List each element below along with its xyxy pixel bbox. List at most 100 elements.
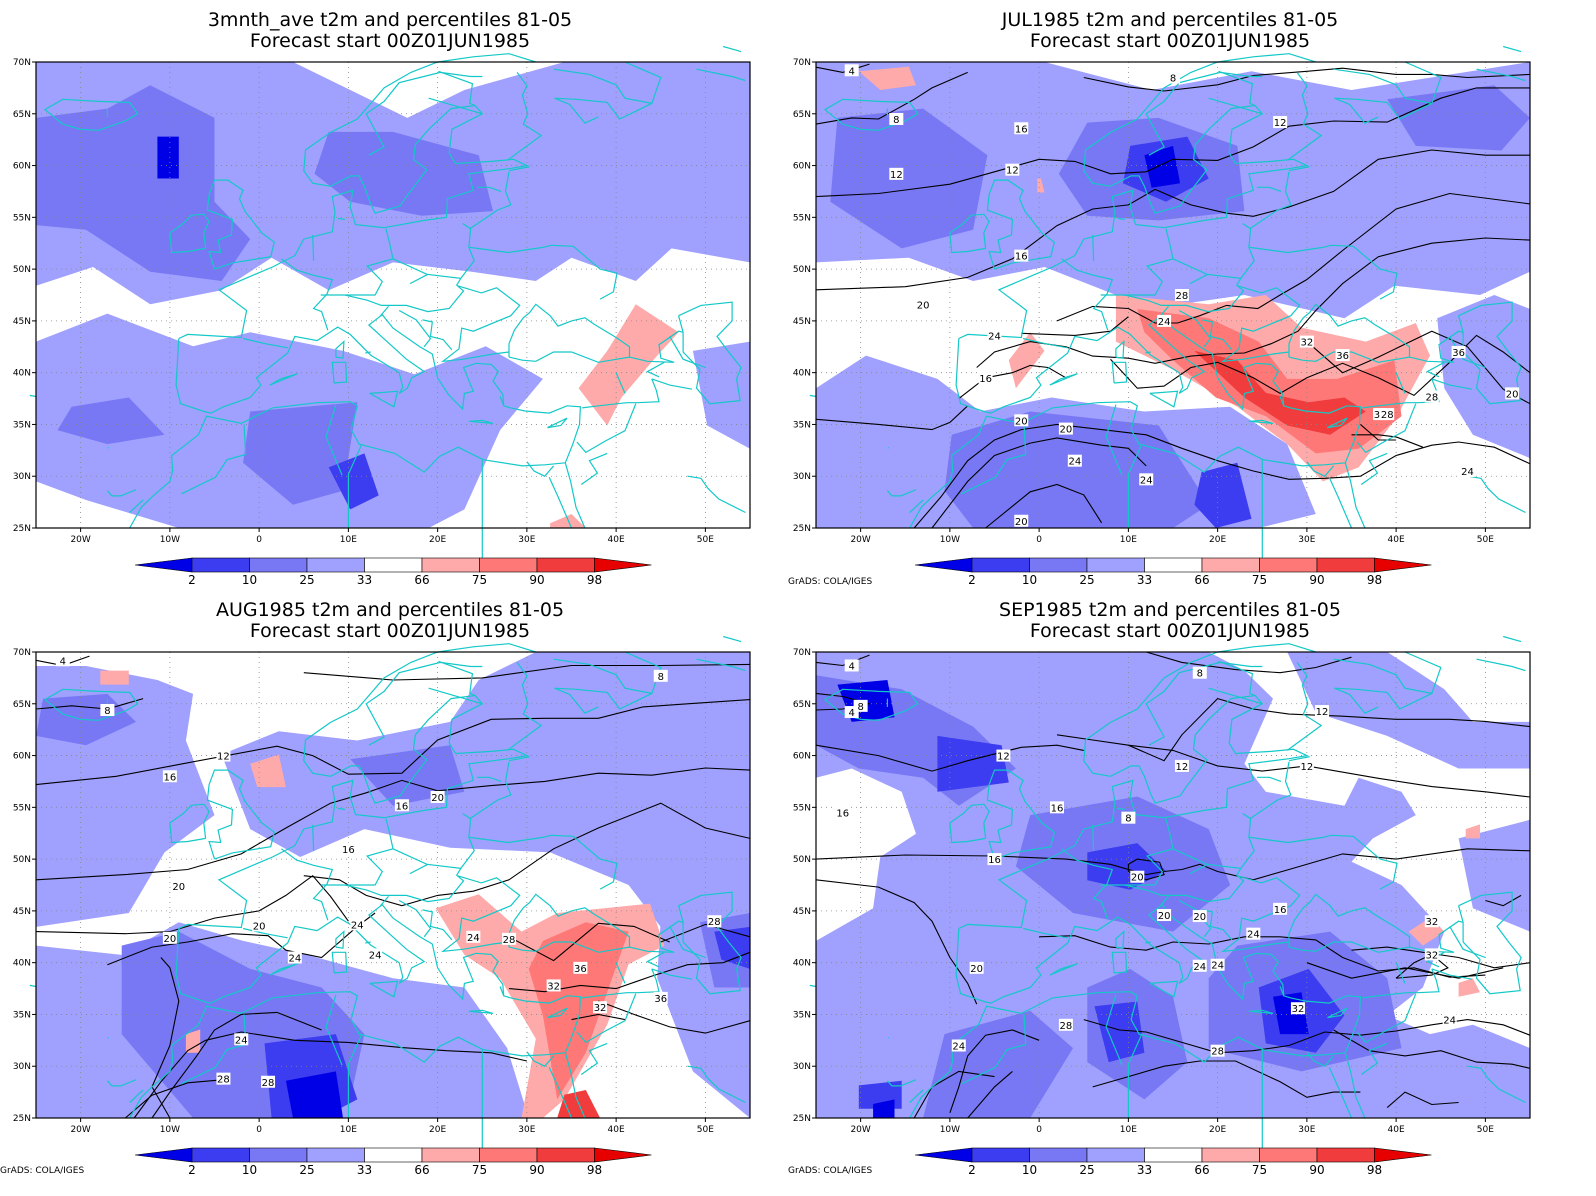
contour-label: 8 — [1125, 814, 1131, 825]
coastline — [369, 980, 399, 998]
contour-label-bg — [1157, 314, 1172, 327]
temperature-contour — [1110, 334, 1531, 397]
coastline — [1149, 980, 1179, 998]
coastline — [646, 361, 665, 378]
coastline — [687, 1065, 746, 1104]
coastline — [949, 803, 990, 844]
coastline — [206, 769, 275, 860]
coastline — [554, 687, 653, 714]
temperature-contour — [815, 654, 870, 667]
colorbar-arrow-right — [1374, 1147, 1432, 1163]
coastline — [29, 984, 37, 988]
coastline — [1256, 186, 1282, 192]
contour-label: 16 — [988, 855, 1001, 866]
contour-label: 16 — [1015, 124, 1028, 135]
lat-label: 50N — [13, 265, 31, 275]
coastline — [1426, 361, 1445, 378]
map-frame — [35, 651, 751, 1119]
contour-label-bg — [916, 298, 931, 311]
map-plot: 4812168121216202416202024242024242832363… — [793, 45, 1531, 587]
coastline — [547, 417, 568, 429]
lon-label: 50E — [1477, 535, 1494, 545]
coastline — [129, 499, 144, 513]
temperature-contour — [35, 699, 751, 786]
coastline — [949, 213, 990, 254]
percentile-shading — [858, 66, 916, 90]
lat-label: 30N — [13, 472, 31, 482]
percentile-shading — [1458, 978, 1480, 997]
lat-label: 25N — [793, 524, 811, 534]
lat-label: 70N — [13, 58, 31, 68]
contour-label: 24 — [952, 1042, 965, 1053]
contour-label: 12 — [217, 752, 230, 763]
lat-label: 55N — [793, 213, 811, 223]
coastline — [281, 848, 334, 921]
coastline — [344, 875, 521, 953]
coastline — [409, 273, 429, 285]
coastline — [337, 217, 345, 220]
contour-label: 20 — [1060, 425, 1073, 436]
panel-jul1985: JUL1985 t2m and percentiles 81-05 Foreca… — [780, 0, 1560, 590]
contour-label: 32 — [1292, 1004, 1305, 1015]
contour-label-bg — [1058, 1018, 1073, 1031]
contour-label: 24 — [1247, 930, 1260, 941]
contour-label: 12 — [1274, 118, 1287, 129]
temperature-contour — [1306, 330, 1531, 405]
colorbar-label: 90 — [1309, 1163, 1324, 1177]
contour-label: 36 — [574, 964, 587, 975]
coastline — [1124, 285, 1301, 363]
contour-label: 16 — [979, 374, 992, 385]
contour-label: 12 — [997, 752, 1010, 763]
coastline — [1256, 776, 1282, 782]
coastline — [1327, 417, 1348, 429]
colorbar-label: 33 — [357, 1163, 372, 1177]
contour-label: 32 — [547, 981, 560, 992]
contour-label-bg — [996, 749, 1011, 762]
contour-label-bg — [1290, 1002, 1305, 1015]
coastline — [171, 991, 566, 1063]
contour-label-bg — [987, 329, 1002, 342]
coastline — [1249, 761, 1292, 820]
coastline — [1395, 372, 1406, 394]
colorbar-arrow-right — [594, 1147, 652, 1163]
colorbar-label: 90 — [1309, 573, 1324, 587]
colorbar-swatch — [1201, 557, 1260, 573]
colorbar-swatch — [1144, 1147, 1203, 1163]
colorbar-arrow-left — [134, 557, 193, 573]
lat-label: 55N — [13, 213, 31, 223]
coastline — [129, 470, 174, 529]
contour-label: 28 — [1060, 1021, 1073, 1032]
lon-label: 20W — [70, 535, 90, 545]
lat-label: 50N — [793, 265, 811, 275]
contour-label: 20 — [1158, 911, 1171, 922]
contour-label: 24 — [988, 331, 1001, 342]
colorbar-swatch — [1316, 557, 1375, 573]
percentile-shading — [944, 411, 1209, 528]
coastline — [1160, 306, 1169, 317]
coastline — [1124, 875, 1301, 953]
lon-label: 30E — [518, 535, 535, 545]
colorbar-label: 66 — [1194, 1163, 1209, 1177]
panel-subtitle: Forecast start 00Z01JUN1985 — [249, 30, 531, 52]
lat-label: 25N — [13, 524, 31, 534]
contour-label-bg — [1315, 705, 1330, 718]
coastline — [1333, 651, 1442, 695]
coastline — [1178, 309, 1212, 348]
colorbar-label: 33 — [357, 573, 372, 587]
lon-label: 0 — [1036, 1125, 1042, 1135]
percentile-shading — [830, 108, 988, 249]
colorbar-arrow-left — [134, 1147, 193, 1163]
grads-credit: GrADS: COLA/IGES — [0, 1166, 85, 1176]
panel-subtitle: Forecast start 00Z01JUN1985 — [1029, 620, 1311, 642]
contour-label: 8 — [1197, 669, 1203, 680]
coastline — [1235, 278, 1242, 287]
contour-label: 36 — [654, 994, 667, 1005]
contour-label: 20 — [970, 964, 983, 975]
contour-label-bg — [1192, 910, 1207, 923]
coastline — [422, 319, 453, 351]
contour-label-bg — [1049, 801, 1064, 814]
coastline — [678, 301, 742, 405]
percentile-shading — [100, 670, 129, 685]
lat-label: 70N — [13, 648, 31, 658]
contour-label: 16 — [342, 845, 355, 856]
